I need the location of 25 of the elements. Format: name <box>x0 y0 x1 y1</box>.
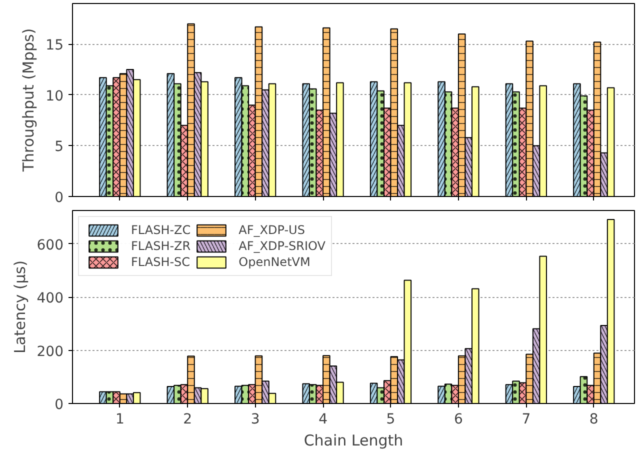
y-tick-label: 10 <box>46 88 64 104</box>
legend-label: AF_XDP-SRIOV <box>238 239 326 253</box>
x-axis-title: Chain Length <box>304 432 404 450</box>
y-axis-title: Latency (µs) <box>10 260 29 354</box>
y-tick-label: 5 <box>54 139 64 156</box>
y-tick-label: 0 <box>54 397 64 413</box>
y-tick-label: 400 <box>36 290 64 307</box>
x-tick-label: 1 <box>115 412 124 428</box>
x-tick-label: 4 <box>318 412 328 428</box>
x-tick-label: 2 <box>183 412 192 428</box>
legend-label: AF_XDP-US <box>238 223 305 237</box>
y-tick-label: 15 <box>46 38 64 54</box>
y-tick-label: 600 <box>36 237 64 254</box>
y-tick-label: 0 <box>54 190 64 206</box>
y-tick-label: 200 <box>36 344 64 360</box>
legend-label: FLASH-ZR <box>131 239 191 253</box>
legend-label: FLASH-SC <box>131 255 190 269</box>
x-tick-label: 7 <box>522 412 531 428</box>
x-tick-label: 8 <box>589 412 598 428</box>
x-tick-label: 3 <box>250 412 260 428</box>
x-tick-label: 6 <box>454 412 463 428</box>
legend-label: OpenNetVM <box>238 255 310 269</box>
y-axis-title: Throughput (Mpps) <box>20 28 38 173</box>
legend-label: FLASH-ZC <box>131 223 191 237</box>
x-tick-label: 5 <box>386 412 396 428</box>
